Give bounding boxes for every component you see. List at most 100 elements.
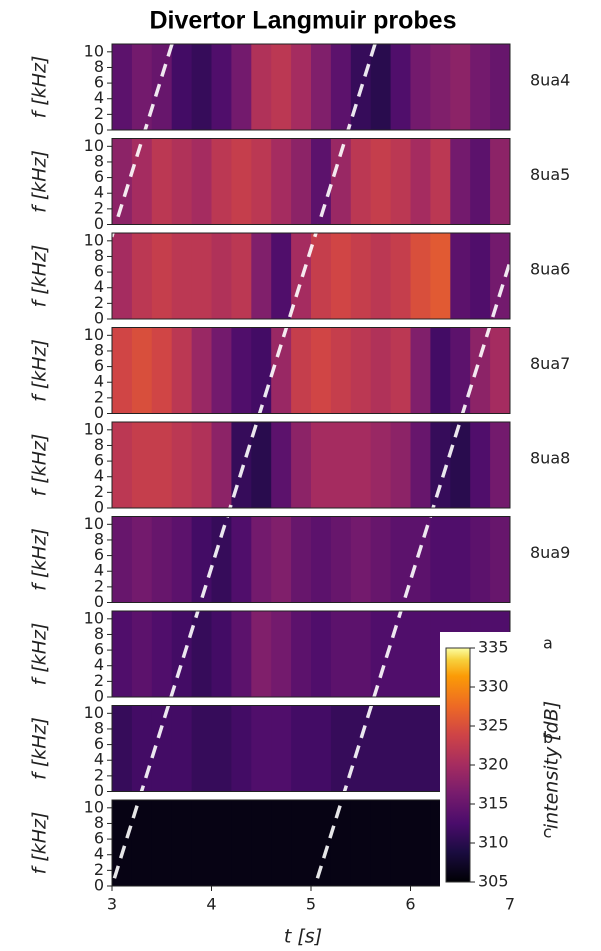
y-tick-label: 0	[94, 309, 104, 328]
y-tick-label: 4	[94, 655, 104, 674]
colorbar-tick-label: 305	[478, 872, 509, 891]
heat-cell	[251, 44, 272, 130]
heat-cell	[211, 611, 232, 697]
y-tick-label: 6	[94, 167, 104, 186]
heat-cell	[171, 422, 193, 508]
heat-cell	[131, 233, 153, 319]
y-tick-label: 8	[94, 246, 104, 265]
dashed-guides	[112, 44, 510, 886]
y-tick-label: 8	[94, 57, 104, 76]
y-tick-label: 0	[94, 687, 104, 706]
heat-cell	[191, 44, 212, 130]
y-tick-label: 4	[94, 372, 104, 391]
heat-cell	[112, 516, 133, 603]
heat-cell	[211, 705, 232, 792]
panel-frame	[111, 516, 511, 603]
heat-cell	[231, 327, 252, 414]
heat-cell	[490, 44, 511, 130]
y-tick-label: 8	[94, 813, 104, 832]
heat-cell	[410, 327, 431, 414]
heat-cell	[131, 138, 153, 225]
heat-cell	[191, 233, 212, 319]
heat-cell	[350, 327, 372, 414]
heat-cell	[410, 611, 431, 697]
heat-cell	[370, 233, 392, 319]
heat-cell	[251, 233, 272, 319]
heat-cell	[350, 705, 372, 792]
y-axis-label: f [kHz]	[29, 150, 51, 213]
y-tick-label: 0	[94, 120, 104, 139]
x-tick-label: 7	[505, 895, 515, 914]
heat-cell	[211, 422, 232, 508]
heat-cell	[191, 516, 212, 603]
x-tick-label: 3	[107, 895, 117, 914]
heat-cell	[330, 138, 352, 225]
y-tick-label: 2	[94, 104, 104, 123]
heat-cell	[430, 44, 451, 130]
heat-cell	[390, 44, 411, 130]
y-tick-label: 4	[94, 183, 104, 202]
heat-cell	[490, 233, 511, 319]
heat-cell	[350, 233, 372, 319]
heat-cell	[131, 327, 153, 414]
panel-frame	[111, 138, 511, 225]
heat-cell	[430, 327, 451, 414]
heat-cell	[390, 705, 411, 792]
y-tick-label: 6	[94, 73, 104, 92]
y-axis-label: f [kHz]	[29, 812, 51, 875]
y-tick-label: 6	[94, 829, 104, 848]
heat-cell	[171, 138, 193, 225]
heat-cell	[171, 44, 193, 130]
heat-cell	[330, 516, 352, 603]
y-axis-label: f [kHz]	[29, 339, 51, 402]
heat-cell	[271, 138, 292, 225]
colorbar-tick-label: 310	[478, 833, 509, 852]
y-tick-label: 2	[94, 293, 104, 312]
x-axis-label: t [s]	[284, 926, 322, 948]
heat-cell	[131, 705, 153, 792]
heat-cell	[370, 327, 392, 414]
y-tick-label: 8	[94, 435, 104, 454]
y-tick-label: 8	[94, 624, 104, 643]
heat-cell	[131, 44, 153, 130]
heat-cell	[131, 800, 153, 886]
y-tick-label: 2	[94, 198, 104, 217]
heat-cell	[291, 44, 312, 130]
panel-label: 8ua5	[530, 165, 570, 184]
heat-cell	[330, 705, 352, 792]
heat-cell	[251, 138, 272, 225]
heat-cell	[390, 516, 411, 603]
colorbar-tick-label: 320	[478, 755, 509, 774]
panel-label: a	[543, 634, 553, 653]
heat-cell	[410, 233, 431, 319]
heat-cell	[330, 422, 352, 508]
heat-cell	[112, 611, 133, 697]
heat-cell	[311, 611, 332, 697]
y-tick-label: 8	[94, 340, 104, 359]
heat-cell	[151, 516, 173, 603]
panel-label: 8ua4	[530, 71, 570, 90]
colorbar	[445, 647, 471, 883]
heat-cell	[231, 233, 252, 319]
y-tick-label: 0	[94, 876, 104, 895]
panel-label: 8ua7	[530, 354, 570, 373]
heat-cell	[191, 327, 212, 414]
heat-cell	[211, 44, 232, 130]
panel-label: b	[543, 728, 553, 747]
colorbar-label: intensity [dB]	[541, 701, 563, 829]
heatmaps	[112, 44, 511, 886]
heat-cell	[450, 516, 471, 603]
heat-cell	[430, 233, 451, 319]
heat-cell	[450, 44, 471, 130]
heat-cell	[131, 516, 153, 603]
heat-cell	[330, 233, 352, 319]
x-tick-label: 5	[306, 895, 316, 914]
heat-cell	[470, 138, 491, 225]
y-axis-label: f [kHz]	[29, 717, 51, 780]
panel-label: 8ua8	[530, 449, 570, 468]
heat-cell	[410, 138, 431, 225]
heat-cell	[390, 611, 411, 697]
y-tick-label: 0	[94, 592, 104, 611]
